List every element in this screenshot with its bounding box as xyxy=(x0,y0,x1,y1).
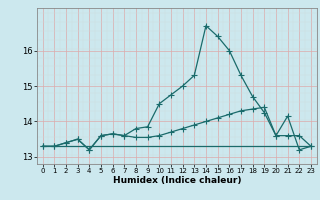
X-axis label: Humidex (Indice chaleur): Humidex (Indice chaleur) xyxy=(113,176,241,185)
